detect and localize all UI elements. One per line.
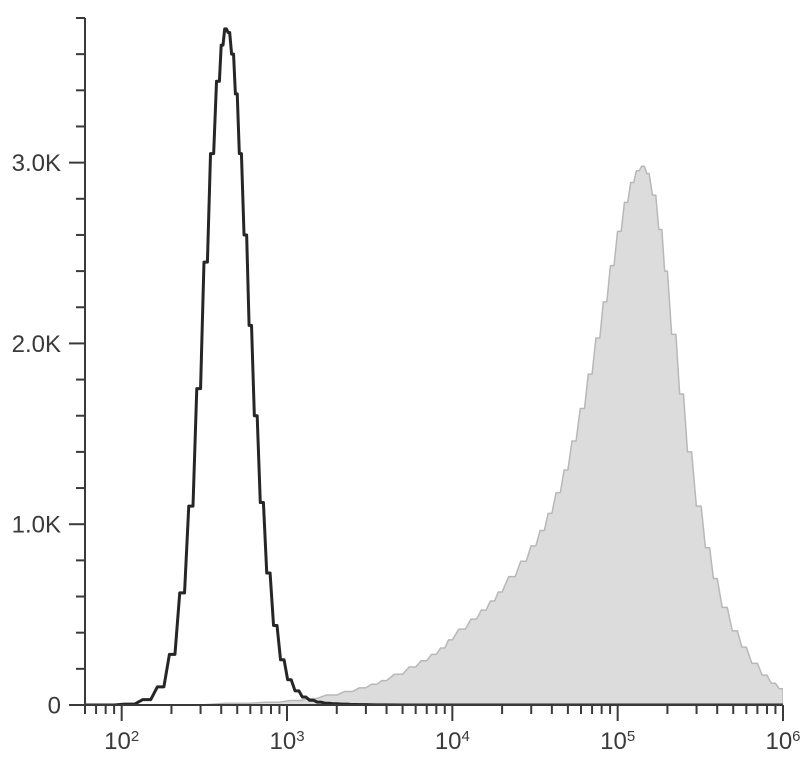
- y-tick-label: 3.0K: [12, 150, 61, 177]
- y-tick-label: 1.0K: [12, 512, 61, 539]
- x-tick-label: 105: [600, 728, 635, 756]
- x-tick-label: 104: [435, 728, 470, 756]
- x-tick-label: 106: [765, 728, 800, 756]
- x-tick-label: 103: [269, 728, 304, 756]
- flow-cytometry-histogram: 102 103 104 105 106 0 1.0K 2.0K 3.0K: [0, 0, 803, 773]
- y-tick-label: 2.0K: [12, 331, 61, 358]
- x-tick-label: 102: [104, 728, 139, 756]
- y-tick-label: 0: [48, 692, 61, 719]
